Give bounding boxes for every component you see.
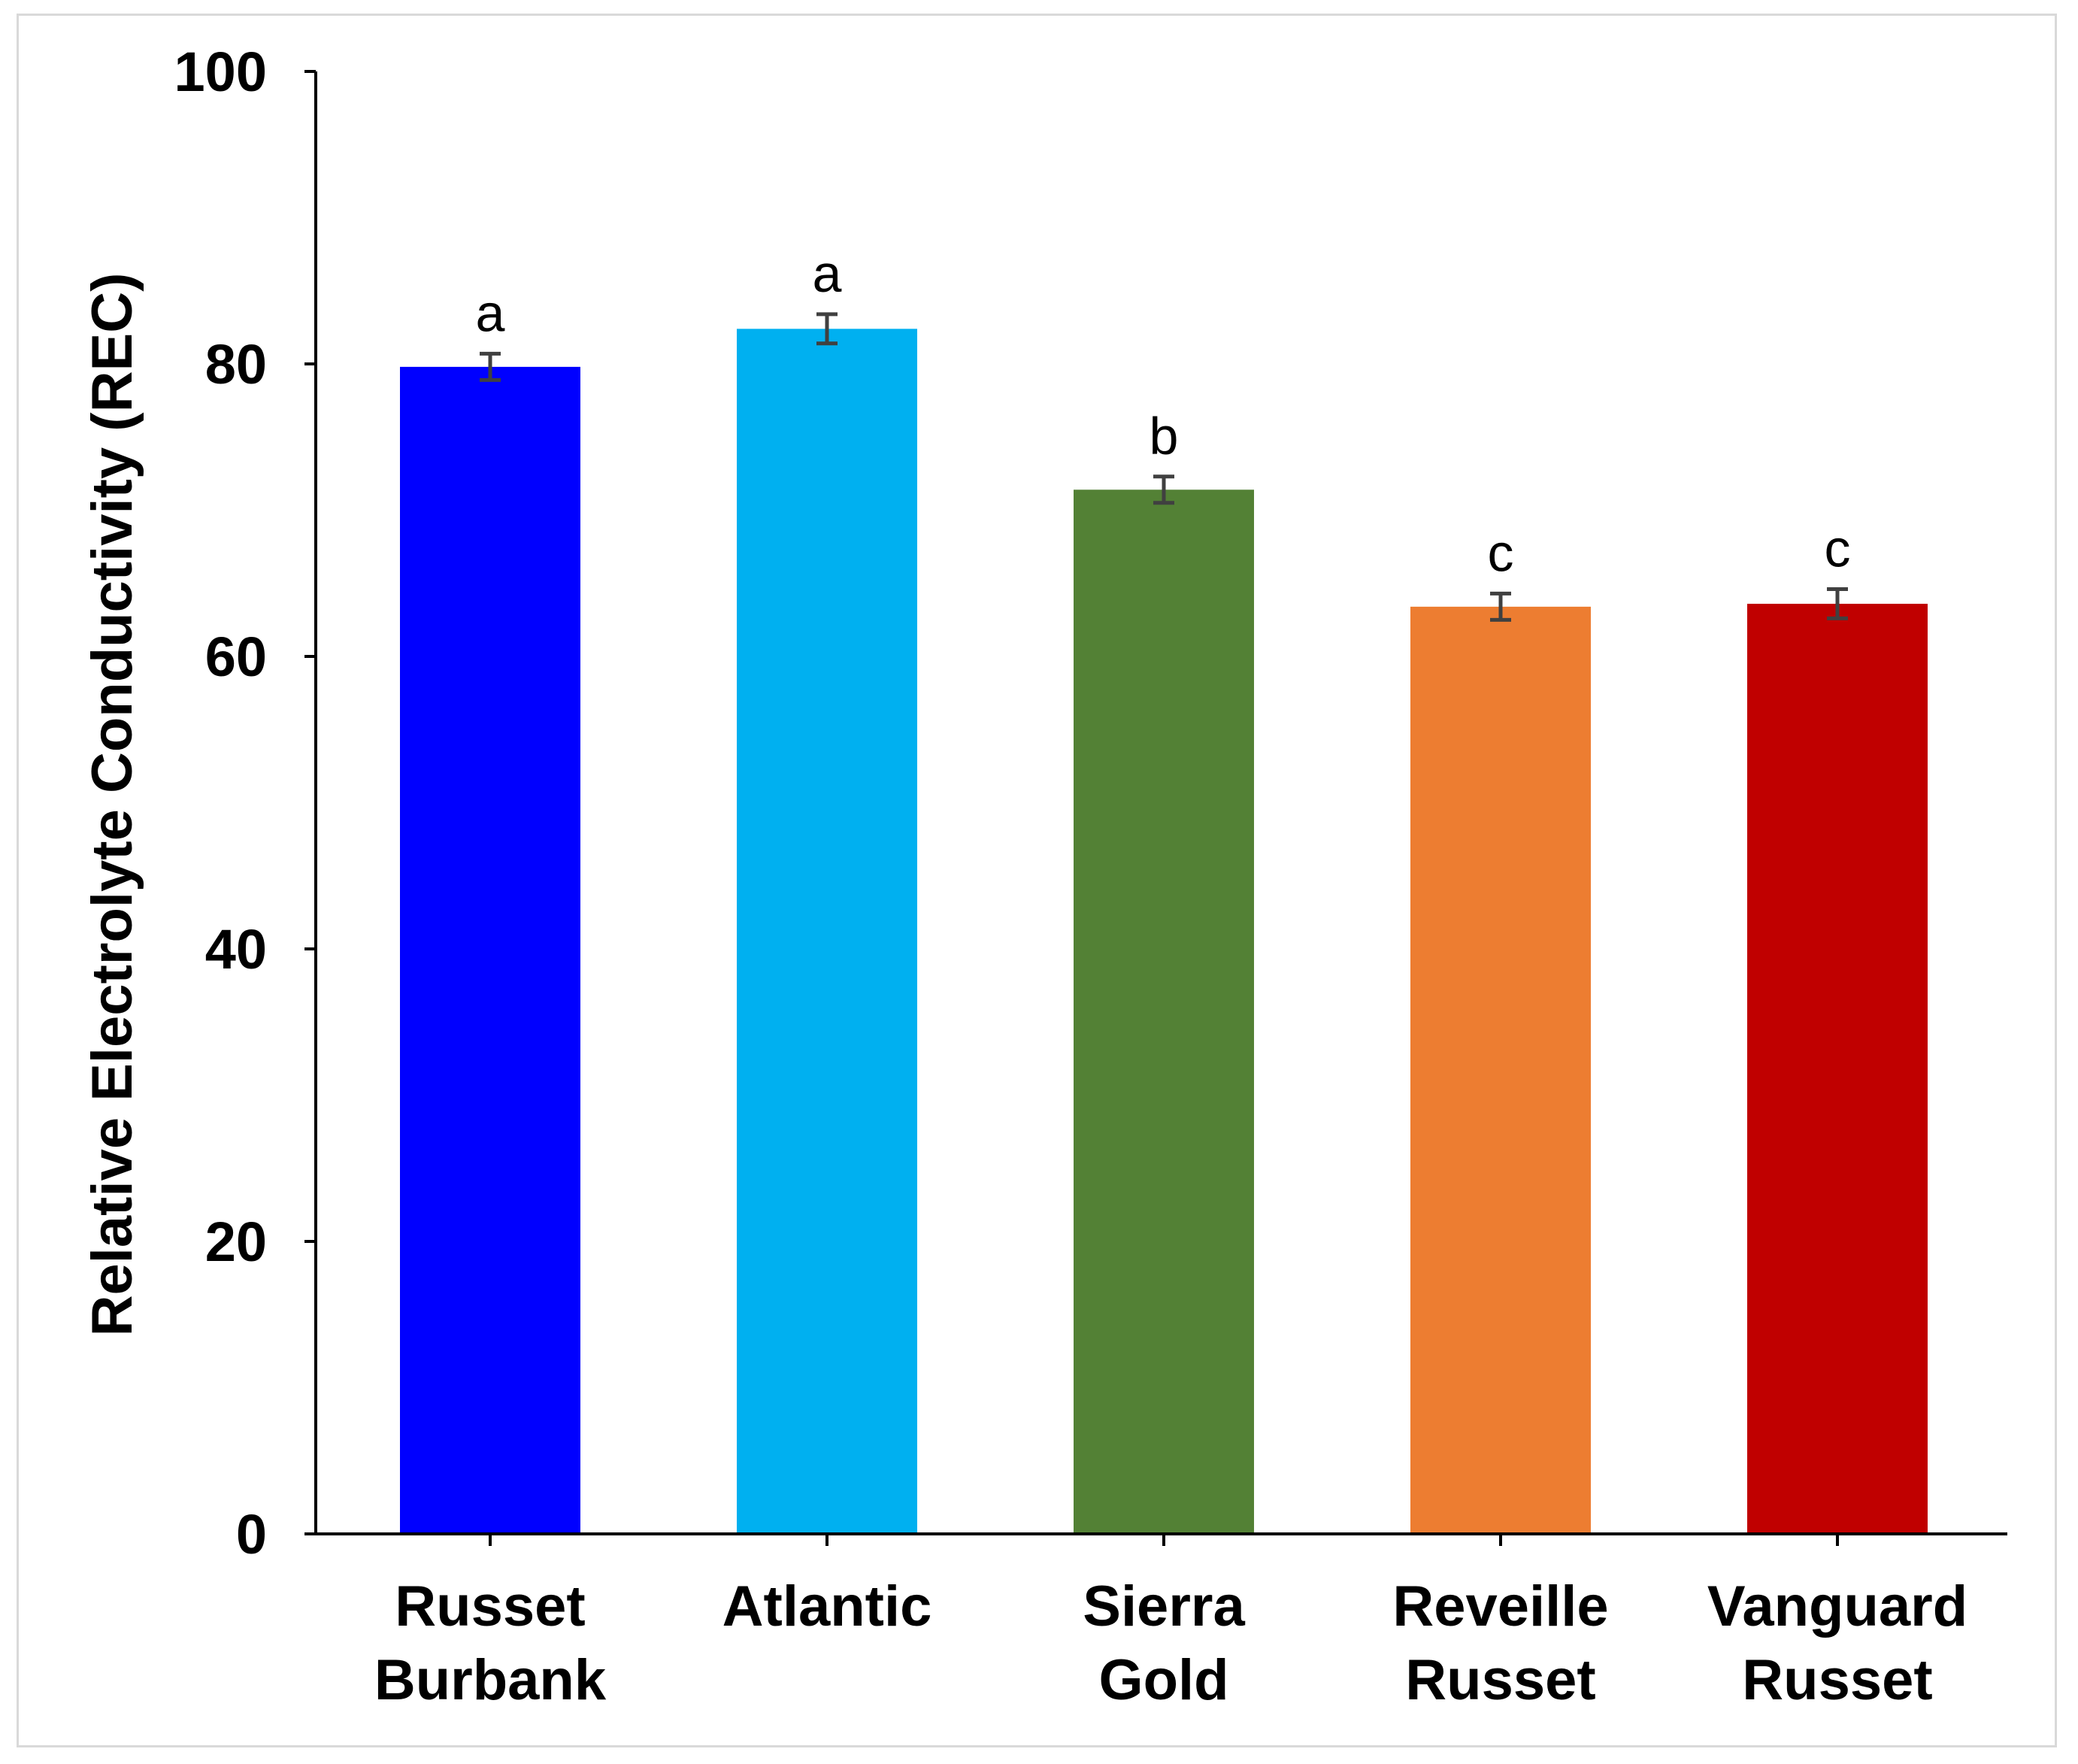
y-tick-label: 100 [174, 41, 267, 103]
error-bar [1490, 591, 1511, 622]
significance-label: c [1488, 523, 1514, 582]
error-bar [1827, 587, 1848, 620]
error-bar [816, 312, 838, 346]
x-category-label: Reveille [1392, 1575, 1608, 1638]
y-tick-label: 0 [236, 1503, 267, 1565]
bar [400, 366, 580, 1534]
bar [737, 329, 917, 1534]
y-tick-label: 40 [205, 918, 267, 981]
bar [1747, 603, 1928, 1534]
y-axis-title: Relative Electrolyte Conductivity (REC) [80, 273, 144, 1337]
significance-label: c [1825, 520, 1851, 578]
x-category-label: Vanguard [1707, 1575, 1967, 1638]
bar [1074, 489, 1254, 1534]
bars-layer [400, 329, 1928, 1534]
x-category-label: Russet [1405, 1648, 1595, 1712]
figure-frame [17, 14, 2057, 1747]
x-labels-layer: Russet Burbank Atlantic Sierra Gold Reveille R… [374, 1534, 1967, 1712]
error-bars-layer [480, 312, 1848, 622]
significance-labels-layer: a a b c c [476, 244, 1851, 582]
y-ticks-layer: 0 20 40 60 80 100 [174, 41, 316, 1565]
significance-label: a [476, 283, 505, 342]
x-category-label: Burbank [374, 1648, 607, 1712]
y-axis-title-group: Relative Electrolyte Conductivity (REC) [80, 273, 144, 1337]
x-category-label: Atlantic [722, 1575, 932, 1638]
significance-label: a [813, 244, 842, 303]
significance-label: b [1150, 407, 1179, 465]
bar [1410, 606, 1591, 1534]
axes-layer [304, 71, 2007, 1535]
y-tick-label: 80 [205, 333, 267, 396]
error-bar [1153, 474, 1174, 505]
x-category-label: Russet [1742, 1648, 1932, 1712]
x-category-label: Russet [395, 1575, 585, 1638]
y-tick-label: 20 [205, 1211, 267, 1273]
x-category-label: Gold [1098, 1648, 1228, 1712]
error-bar [480, 351, 501, 382]
y-tick-label: 60 [205, 626, 267, 688]
x-category-label: Sierra [1083, 1575, 1245, 1638]
